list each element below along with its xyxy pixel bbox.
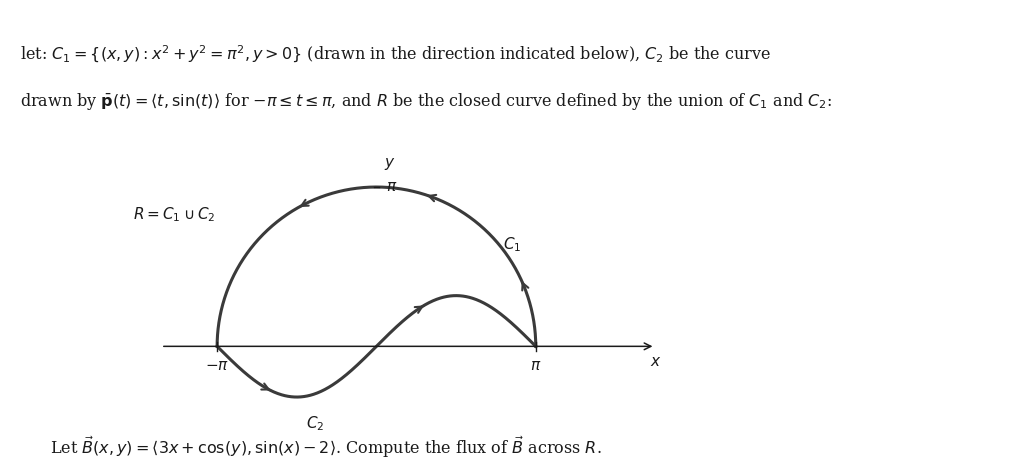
Text: $C_2$: $C_2$ [306, 415, 325, 433]
Text: $x$: $x$ [650, 356, 662, 369]
Text: let: $C_1 = \{(x, y) : x^2 + y^2 = \pi^2, y > 0\}$ (drawn in the direction indic: let: $C_1 = \{(x, y) : x^2 + y^2 = \pi^2… [20, 44, 771, 65]
Text: $-\pi$: $-\pi$ [205, 359, 229, 373]
Text: $\pi$: $\pi$ [386, 180, 397, 194]
Text: $\pi$: $\pi$ [530, 359, 542, 373]
Text: $C_1$: $C_1$ [503, 236, 521, 254]
Text: drawn by $\bar{\mathbf{p}}(t) = \langle t, \sin(t) \rangle$ for $-\pi \leq t \le: drawn by $\bar{\mathbf{p}}(t) = \langle … [20, 91, 833, 112]
Text: $y$: $y$ [384, 156, 395, 172]
Text: $R = C_1 \cup C_2$: $R = C_1 \cup C_2$ [133, 205, 216, 224]
Text: Let $\vec{B}(x, y) = \langle 3x + \cos(y), \sin(x) - 2 \rangle$. Compute the flu: Let $\vec{B}(x, y) = \langle 3x + \cos(y… [50, 434, 601, 460]
